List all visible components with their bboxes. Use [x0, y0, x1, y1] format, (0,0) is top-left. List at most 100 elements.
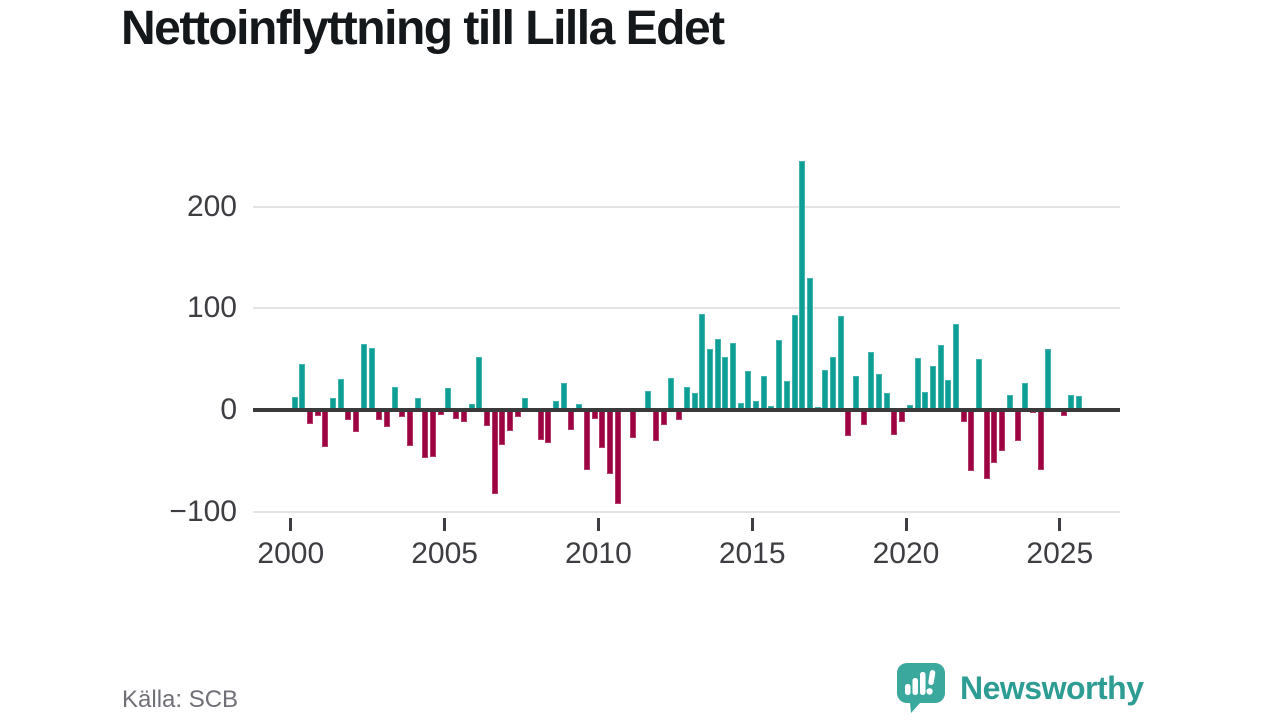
x-tick-2010	[596, 518, 600, 531]
bar-2011-q4	[653, 410, 659, 441]
bar-2019-q2	[883, 392, 890, 410]
bar-2014-q1	[722, 357, 729, 410]
x-tick-2015	[750, 518, 754, 531]
bar-2007-q1	[506, 410, 513, 432]
bar-2008-q4	[560, 382, 567, 410]
bar-2020-q1	[906, 404, 913, 410]
bar-2025-q1	[1060, 410, 1067, 417]
bar-2011-q3	[645, 390, 652, 410]
x-tick-label-2025: 2025	[1026, 537, 1094, 570]
bar-2004-q1	[414, 397, 421, 410]
bar-2014-q4	[745, 371, 752, 410]
bar-2008-q2	[545, 410, 552, 443]
x-tick-label-2015: 2015	[718, 537, 786, 570]
bar-2000-q4	[314, 410, 321, 417]
bar-2013-q4	[714, 338, 721, 410]
bar-2015-q2	[760, 376, 767, 410]
bar-2005-q4	[468, 403, 475, 410]
bar-2007-q2	[514, 410, 521, 418]
logo-bar-1	[905, 684, 911, 695]
bar-2000-q1	[291, 396, 298, 410]
bar-2011-q1	[630, 410, 636, 438]
logo-bar-3	[920, 672, 926, 695]
bar-2006-q2	[483, 410, 490, 427]
logo-exclamation-stroke	[928, 670, 936, 686]
bar-2023-q2	[1006, 394, 1013, 410]
bar-2005-q1	[445, 387, 452, 410]
bar-2016-q1	[783, 380, 790, 410]
bar-2002-q4	[376, 410, 383, 421]
x-tick-2005	[443, 518, 447, 531]
bar-2017-q3	[829, 357, 836, 410]
y-tick-label-200: 200	[186, 189, 237, 223]
newsworthy-logo: Newsworthy	[894, 660, 1144, 716]
bar-2006-q3	[491, 410, 498, 495]
bar-2014-q3	[737, 402, 744, 410]
bar-2012-q1	[660, 410, 667, 426]
gridline-100	[253, 307, 1120, 310]
bar-2021-q2	[945, 379, 952, 410]
y-tick-label--100: −100	[169, 494, 237, 528]
bar-2019-q3	[891, 410, 898, 436]
x-tick-label-2000: 2000	[257, 537, 325, 570]
bar-2013-q3	[706, 349, 713, 410]
x-tick-2020	[904, 518, 908, 531]
bar-2018-q4	[868, 352, 875, 410]
bar-2004-q3	[430, 410, 436, 457]
bar-2000-q3	[307, 410, 313, 425]
bar-2009-q4	[591, 410, 598, 420]
bar-2018-q2	[853, 376, 859, 410]
bar-2005-q3	[460, 410, 467, 423]
bar-2001-q1	[322, 410, 329, 447]
bar-2023-q1	[999, 410, 1006, 451]
bar-2024-q3	[1045, 349, 1052, 410]
bar-2020-q4	[929, 366, 936, 410]
bar-2001-q4	[345, 410, 352, 421]
bar-2024-q2	[1037, 410, 1044, 470]
bar-2008-q1	[537, 410, 544, 440]
bar-2022-q3	[983, 410, 990, 480]
bar-2020-q2	[914, 358, 921, 410]
bar-2010-q1	[599, 410, 606, 448]
bar-2004-q2	[422, 410, 429, 458]
bar-2015-q3	[768, 405, 775, 410]
bar-2010-q3	[614, 410, 621, 504]
zero-axis-line	[253, 408, 1120, 412]
bar-2017-q4	[837, 316, 844, 410]
chart-title: Nettoinflyttning till Lilla Edet	[121, 2, 725, 55]
bar-2021-q1	[937, 344, 944, 410]
bar-2002-q3	[368, 348, 375, 410]
logo-exclamation-dot	[926, 688, 933, 695]
bar-2023-q4	[1022, 382, 1029, 410]
newsworthy-bubble-icon	[897, 663, 945, 713]
logo-bar-2	[912, 678, 918, 695]
bar-2018-q1	[845, 410, 852, 437]
bar-2013-q2	[699, 314, 706, 410]
bar-2003-q2	[391, 386, 398, 410]
bar-2003-q4	[407, 410, 413, 446]
bar-2021-q4	[960, 410, 967, 423]
bar-2005-q2	[453, 410, 460, 420]
bar-2001-q2	[330, 397, 337, 410]
x-tick-2025	[1058, 518, 1062, 531]
y-tick-label-0: 0	[220, 393, 237, 426]
bar-2000-q2	[299, 364, 306, 410]
bar-2002-q2	[360, 343, 367, 410]
bar-2015-q4	[776, 339, 783, 410]
bar-2002-q1	[353, 410, 360, 433]
y-tick-label-100: 100	[186, 291, 237, 325]
bar-2018-q3	[860, 410, 867, 426]
bar-2021-q3	[952, 323, 959, 410]
bar-2016-q3	[799, 160, 806, 410]
gridline--100	[253, 510, 1120, 513]
gridline-200	[253, 205, 1120, 208]
bar-2004-q4	[437, 410, 444, 416]
bar-2003-q3	[399, 410, 406, 418]
x-tick-label-2010: 2010	[565, 537, 632, 570]
bar-2009-q2	[576, 403, 583, 410]
bar-2022-q4	[991, 410, 998, 463]
bar-2008-q3	[553, 400, 560, 410]
bar-2001-q3	[337, 378, 344, 410]
bar-2012-q3	[676, 410, 683, 421]
